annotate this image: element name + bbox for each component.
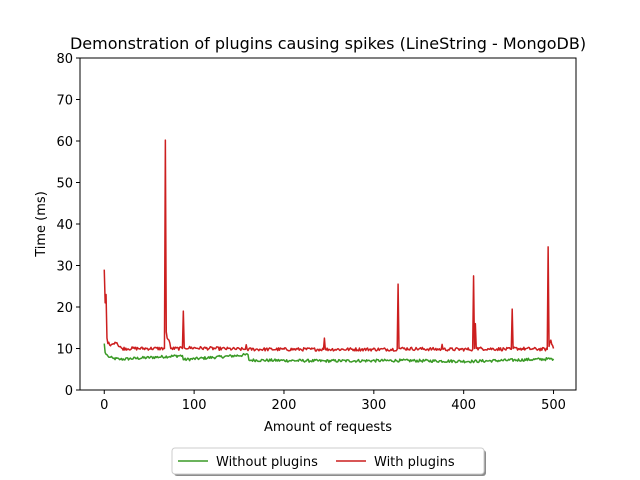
chart-title: Demonstration of plugins causing spikes … <box>70 34 586 53</box>
series-line-with-plugins <box>103 139 555 352</box>
x-tick-label: 300 <box>361 398 386 413</box>
y-tick-label: 70 <box>56 94 73 109</box>
x-axis-label: Amount of requests <box>264 420 392 435</box>
x-axis: 0 100 200 300 400 500 <box>100 390 566 413</box>
legend: Without plugins With plugins <box>171 447 486 476</box>
legend-label: With plugins <box>374 455 455 470</box>
y-tick-label: 60 <box>56 135 73 150</box>
series-layer <box>103 139 555 364</box>
x-tick-label: 200 <box>272 398 297 413</box>
series-line-without-plugins <box>103 343 555 364</box>
y-axis: 0 10 20 30 40 50 60 70 80 <box>56 52 80 399</box>
legend-box <box>171 447 485 475</box>
y-tick-label: 40 <box>56 218 73 233</box>
y-tick-label: 30 <box>56 260 73 275</box>
x-tick-label: 0 <box>100 398 108 413</box>
x-tick-label: 500 <box>541 398 566 413</box>
y-axis-label: Time (ms) <box>34 191 49 258</box>
x-tick-label: 100 <box>182 398 207 413</box>
y-tick-label: 10 <box>56 343 73 358</box>
y-tick-label: 20 <box>56 301 73 316</box>
y-tick-label: 0 <box>65 384 73 399</box>
y-tick-label: 80 <box>56 52 73 67</box>
legend-label: Without plugins <box>216 455 318 470</box>
y-tick-label: 50 <box>56 177 73 192</box>
x-tick-label: 400 <box>451 398 476 413</box>
